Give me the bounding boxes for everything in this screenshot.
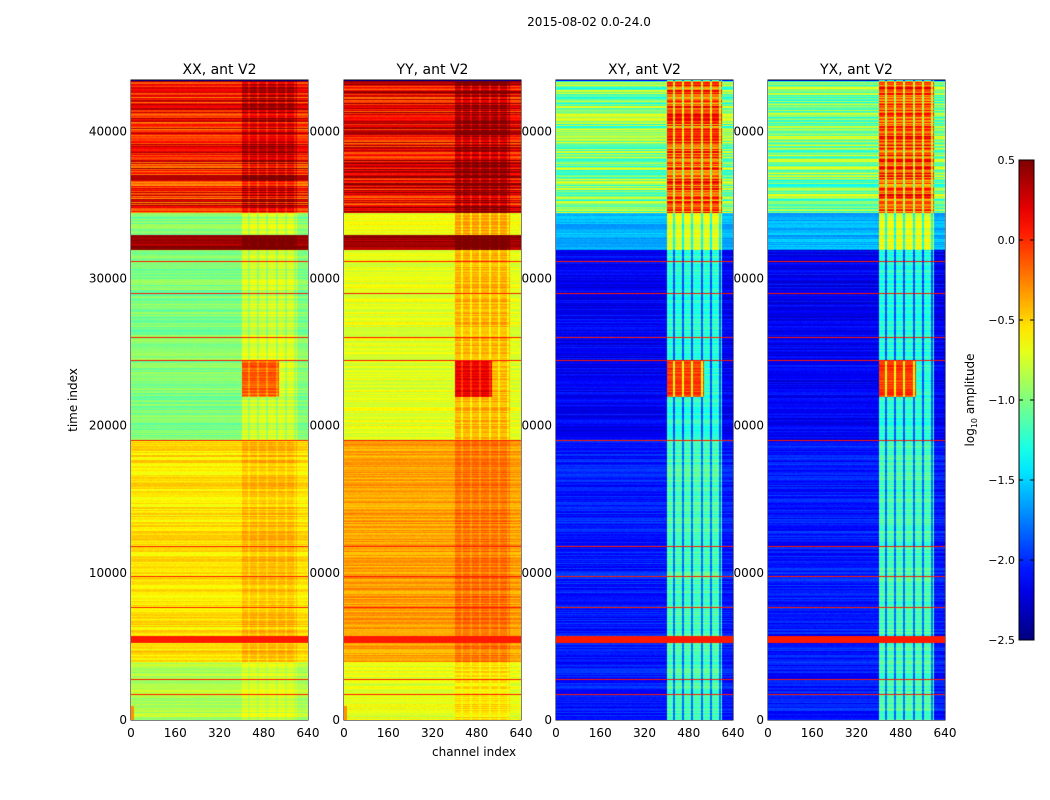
- x-tick-label: 160: [589, 726, 612, 740]
- x-tick-label: 0: [764, 726, 772, 740]
- panel-title: XX, ant V2: [183, 62, 257, 78]
- x-tick-label: 160: [164, 726, 187, 740]
- x-tick-label: 480: [889, 726, 912, 740]
- x-tick-label: 480: [677, 726, 700, 740]
- colorbar-tick-label: −2.0: [988, 554, 1015, 567]
- heatmap-panel: YX, ant V2 0 160 320 480 640 0 10000 20000 30000 4…: [726, 62, 957, 740]
- panel-title: XY, ant V2: [608, 62, 681, 78]
- colorbar-tick-label: −2.5: [988, 634, 1015, 647]
- x-tick-label: 640: [934, 726, 957, 740]
- x-tick-label: 0: [552, 726, 560, 740]
- y-tick-label: 0: [332, 713, 340, 727]
- y-tick-label: 20000: [726, 419, 764, 433]
- y-tick-label: 40000: [89, 124, 127, 138]
- y-tick-label: 40000: [514, 124, 552, 138]
- y-tick-label: 0: [756, 713, 764, 727]
- y-tick-label: 0: [119, 713, 127, 727]
- colorbar-label-suffix: amplitude: [963, 354, 977, 418]
- y-tick-label: 10000: [726, 566, 764, 580]
- y-tick-label: 20000: [302, 419, 340, 433]
- heatmap-panel: YY, ant V2 0 160 320 480 640 0 10000 20000 30000 4…: [302, 62, 533, 740]
- colorbar-tick-label: 0.0: [998, 234, 1016, 247]
- x-tick-label: 0: [127, 726, 135, 740]
- colorbar-tick-label: −0.5: [988, 314, 1015, 327]
- x-tick-label: 160: [377, 726, 400, 740]
- x-tick-label: 640: [297, 726, 320, 740]
- x-tick-label: 480: [252, 726, 275, 740]
- figure-title: 2015-08-02 0.0-24.0: [527, 15, 651, 29]
- x-tick-label: 320: [633, 726, 656, 740]
- y-tick-label: 30000: [302, 272, 340, 286]
- colorbar-label-subscript: 10: [970, 418, 979, 428]
- panel-title: YY, ant V2: [396, 62, 469, 78]
- y-tick-label: 40000: [726, 124, 764, 138]
- colorbar-tick-label: 0.5: [998, 154, 1016, 167]
- x-tick-label: 320: [421, 726, 444, 740]
- colorbar-tick-label: −1.0: [988, 394, 1015, 407]
- x-axis-label: channel index: [432, 745, 516, 759]
- x-tick-label: 320: [208, 726, 231, 740]
- y-tick-label: 40000: [302, 124, 340, 138]
- y-tick-label: 30000: [89, 272, 127, 286]
- y-tick-label: 10000: [514, 566, 552, 580]
- y-tick-label: 10000: [89, 566, 127, 580]
- y-axis-label: time index: [66, 368, 80, 432]
- y-tick-label: 30000: [514, 272, 552, 286]
- x-tick-label: 640: [722, 726, 745, 740]
- panel-title: YX, ant V2: [819, 62, 893, 78]
- colorbar-label: log10 amplitude: [963, 354, 979, 447]
- x-tick-label: 0: [340, 726, 348, 740]
- heatmap-image: [131, 80, 308, 720]
- heatmap-image: [556, 80, 733, 720]
- x-tick-label: 480: [465, 726, 488, 740]
- y-tick-label: 20000: [514, 419, 552, 433]
- heatmap-image: [344, 80, 521, 720]
- colorbar-label-prefix: log: [963, 428, 977, 446]
- y-tick-label: 10000: [302, 566, 340, 580]
- colorbar-tick-label: −1.5: [988, 474, 1015, 487]
- heatmap-image: [768, 80, 945, 720]
- x-tick-label: 640: [510, 726, 533, 740]
- y-tick-label: 20000: [89, 419, 127, 433]
- x-tick-label: 320: [845, 726, 868, 740]
- colorbar: 0.5 0.0 −0.5 −1.0 −1.5 −2.0 −2.5 log10 amplitud…: [963, 154, 1035, 647]
- y-tick-label: 0: [544, 713, 552, 727]
- y-tick-label: 30000: [726, 272, 764, 286]
- x-tick-label: 160: [801, 726, 824, 740]
